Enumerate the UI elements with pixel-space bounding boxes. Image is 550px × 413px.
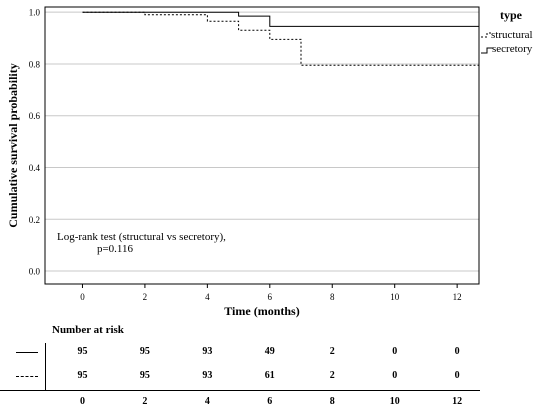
logrank-annotation-line-2: p=0.116 — [97, 243, 134, 255]
logrank-annotation-line-1: Log-rank test (structural vs secretory), — [57, 231, 226, 243]
risk-time-label: 0 — [79, 396, 85, 407]
y-tick-label: 0.4 — [29, 163, 41, 173]
series-secretory-line — [82, 11, 479, 27]
risk-cell: 0 — [392, 370, 398, 381]
risk-cell: 0 — [392, 346, 398, 357]
legend-title: type — [500, 8, 523, 22]
risk-table-title: Number at risk — [52, 324, 124, 336]
x-tick-label: 8 — [330, 292, 335, 302]
risk-row-solid-line — [16, 352, 38, 353]
risk-cell: 93 — [202, 346, 213, 357]
x-tick-label: 6 — [268, 292, 273, 302]
risk-time-label: 10 — [389, 396, 400, 407]
risk-cell: 61 — [264, 370, 275, 381]
risk-time-label: 8 — [329, 396, 335, 407]
risk-cell: 0 — [454, 346, 460, 357]
y-axis-label: Cumulative survival probability — [6, 63, 20, 227]
legend-label-secretory: secretory — [492, 43, 533, 55]
risk-cell: 0 — [454, 370, 460, 381]
x-tick-label: 2 — [143, 292, 148, 302]
risk-row-dashed-line — [16, 376, 38, 377]
series-layer — [82, 11, 479, 66]
x-axis-label: Time (months) — [224, 304, 299, 318]
risk-cell: 93 — [202, 370, 213, 381]
legend-swatch-structural — [481, 32, 492, 38]
series-structural-line — [82, 11, 479, 66]
y-tick-label: 0.0 — [29, 267, 41, 277]
y-tick-label: 0.8 — [29, 59, 41, 69]
risk-table-divider — [45, 343, 46, 390]
plot-frame — [44, 6, 480, 285]
ticks: 0.0 0.2 0.4 0.6 0.8 1.0 0 2 4 6 8 10 12 — [29, 8, 462, 302]
legend-label-structural: structural — [491, 29, 533, 41]
risk-cell: 95 — [139, 346, 150, 357]
y-tick-label: 0.6 — [29, 111, 41, 121]
risk-cell: 95 — [77, 370, 88, 381]
risk-cell: 2 — [329, 370, 335, 381]
risk-time-label: 4 — [204, 396, 210, 407]
x-tick-label: 4 — [205, 292, 210, 302]
x-tick-label: 10 — [390, 292, 400, 302]
risk-cell: 2 — [329, 346, 335, 357]
x-tick-label: 12 — [453, 292, 462, 302]
risk-time-label: 12 — [452, 396, 463, 407]
risk-time-label: 2 — [142, 396, 148, 407]
risk-table-baseline — [0, 390, 480, 391]
risk-cell: 95 — [77, 346, 88, 357]
risk-time-label: 6 — [267, 396, 273, 407]
x-tick-label: 0 — [80, 292, 85, 302]
y-tick-label: 1.0 — [29, 8, 41, 18]
risk-cell: 49 — [264, 346, 275, 357]
legend-swatch-secretory — [481, 47, 493, 54]
risk-cell: 95 — [139, 370, 150, 381]
legend: type structural secretory — [481, 8, 533, 55]
y-tick-label: 0.2 — [29, 215, 40, 225]
